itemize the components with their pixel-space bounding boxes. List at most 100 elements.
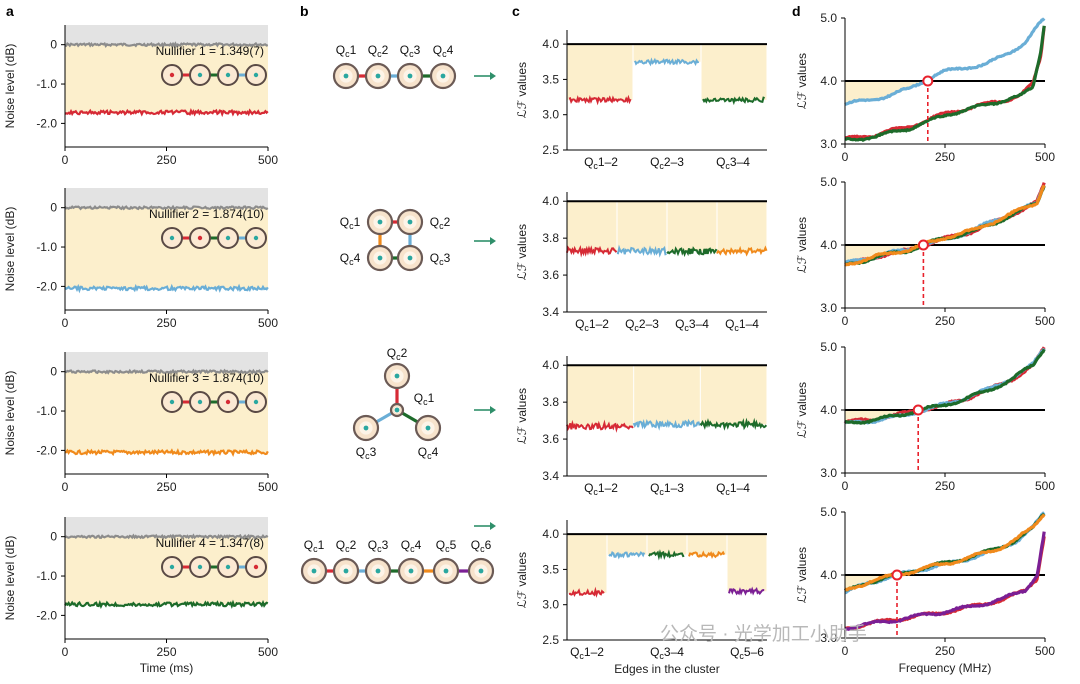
lf-trace-Qc1–2 xyxy=(566,419,634,433)
y-axis-label: Noise level (dB) xyxy=(3,44,17,129)
y-axis-label: ℒℱ values xyxy=(515,388,529,444)
lf-trace-Qc5–6 xyxy=(728,586,765,596)
x-tick-label: 500 xyxy=(258,480,278,494)
x-tick-label: 250 xyxy=(935,314,955,328)
category-label: Qc3–4 xyxy=(675,317,709,333)
y-tick-label: 0 xyxy=(50,530,57,544)
cluster-star-4: Qc2 Qc1 Qc3 Qc4 xyxy=(352,346,496,461)
noise-trace-nullifier xyxy=(64,599,269,609)
y-tick-label: 4.0 xyxy=(820,568,837,582)
crossing-marker xyxy=(917,239,929,251)
shot-noise-region xyxy=(65,517,268,537)
qubit-label: Qc3 xyxy=(356,445,377,461)
qubit-label: Qc2 xyxy=(430,215,451,231)
y-tick-label: 4.0 xyxy=(820,403,837,417)
category-label: Qc1–4 xyxy=(725,317,759,333)
lf-curve-Qc2–3 xyxy=(844,17,1046,107)
qubit-node-core xyxy=(394,373,400,379)
panel-label-c: c xyxy=(512,3,520,19)
mini-node-core xyxy=(197,72,203,78)
mini-node-core xyxy=(169,235,175,241)
qubit-label: Qc4 xyxy=(433,43,454,59)
y-tick-label: 3.4 xyxy=(542,469,559,483)
x-tick-label: 0 xyxy=(62,480,69,494)
category-label: Qc1–2 xyxy=(584,481,618,497)
x-tick-label: 500 xyxy=(258,153,278,167)
y-tick-label: 5.0 xyxy=(820,11,837,25)
y-tick-label: 4.0 xyxy=(820,238,837,252)
x-tick-label: 0 xyxy=(62,316,69,330)
gap-region xyxy=(567,201,617,252)
nullifier-annotation: Nullifier 1 = 1.349(7) xyxy=(156,44,264,58)
nullifier-annotation: Nullifier 2 = 1.874(10) xyxy=(149,207,264,221)
gap-region xyxy=(617,201,667,252)
y-tick-label: 3.0 xyxy=(542,598,559,612)
y-tick-label: 5.0 xyxy=(820,340,837,354)
category-label: Qc5–6 xyxy=(730,645,764,661)
x-axis-label: Time (ms) xyxy=(140,661,194,675)
qubit-node-core xyxy=(394,407,400,413)
x-tick-label: 0 xyxy=(842,150,849,164)
y-axis-label: ℒℱ values xyxy=(515,552,529,608)
mini-node-core xyxy=(253,564,259,570)
y-tick-label: -1.0 xyxy=(36,404,57,418)
qubit-node-core xyxy=(377,219,383,225)
panel-label-a: a xyxy=(6,3,14,19)
lf-curve-Qc4–5 xyxy=(844,513,1046,592)
gap-region xyxy=(845,575,897,593)
mini-node-core xyxy=(225,399,231,405)
y-tick-label: 3.8 xyxy=(542,395,559,409)
lf-trace-Qc1–3 xyxy=(632,418,701,431)
squeezing-region xyxy=(65,371,268,453)
panel-label-d: d xyxy=(792,3,801,19)
y-tick-label: 3.6 xyxy=(542,432,559,446)
y-axis-label: ℒℱ values xyxy=(795,382,809,438)
qubit-label: Qc3 xyxy=(368,538,389,554)
y-axis-label: ℒℱ values xyxy=(795,547,809,603)
category-label: Qc1–3 xyxy=(650,481,684,497)
lf-edges-chart-2: 3.4 3.6 3.8 4.0 Qc1–2 Qc2–3 Qc3–4 Qc1–4 ℒℱ value… xyxy=(515,192,768,333)
qubit-label: Qc4 xyxy=(401,538,422,554)
qubit-label: Qc1 xyxy=(340,215,361,231)
category-label: Qc2–3 xyxy=(650,155,684,171)
cluster-square-4: Qc1 Qc2 Qc3 Qc4 xyxy=(340,208,496,272)
qubit-label: Qc1 xyxy=(336,43,357,59)
y-tick-label: 4.0 xyxy=(542,37,559,51)
lf-trace-Qc4–5 xyxy=(688,550,726,559)
y-tick-label: 3.0 xyxy=(542,108,559,122)
y-axis-label: Noise level (dB) xyxy=(3,207,17,292)
y-tick-label: 4.0 xyxy=(820,74,837,88)
noise-trace-nullifier xyxy=(64,448,269,457)
x-tick-label: 250 xyxy=(156,153,176,167)
qubit-node-core xyxy=(407,219,413,225)
y-tick-label: 3.5 xyxy=(542,562,559,576)
mini-node-core xyxy=(169,72,175,78)
x-tick-label: 0 xyxy=(842,644,849,658)
lf-frequency-chart-3: 3.0 4.0 5.0 0 250 500 ℒℱ values xyxy=(795,340,1055,493)
arrow-head xyxy=(490,237,496,245)
y-tick-label: 5.0 xyxy=(820,505,837,519)
lf-trace-Qc1–2 xyxy=(568,94,632,106)
y-tick-label: -2.0 xyxy=(36,279,57,293)
shot-noise-region xyxy=(65,352,268,372)
y-tick-label: -2.0 xyxy=(36,608,57,622)
mini-node-core xyxy=(197,399,203,405)
qubit-label: Qc5 xyxy=(436,538,457,554)
qubit-node-core xyxy=(311,568,317,574)
gap-region xyxy=(845,78,928,105)
lf-trace-Qc1–4 xyxy=(699,417,768,431)
qubit-node-core xyxy=(478,568,484,574)
y-tick-label: 2.5 xyxy=(542,143,559,157)
qubit-label: Qc2 xyxy=(336,538,357,554)
lf-curve-Qc3–4 xyxy=(844,25,1046,142)
x-axis-label: Edges in the cluster xyxy=(614,662,719,676)
category-label: Qc3–4 xyxy=(650,645,684,661)
x-tick-label: 500 xyxy=(1035,644,1055,658)
y-tick-label: 5.0 xyxy=(820,175,837,189)
lf-curve-Qc1–4 xyxy=(844,348,1046,425)
gap-region xyxy=(633,44,701,62)
mini-node-core xyxy=(197,235,203,241)
lf-trace-Qc3–4 xyxy=(702,96,765,106)
mini-node-core xyxy=(225,235,231,241)
qubit-node-core xyxy=(425,425,431,431)
